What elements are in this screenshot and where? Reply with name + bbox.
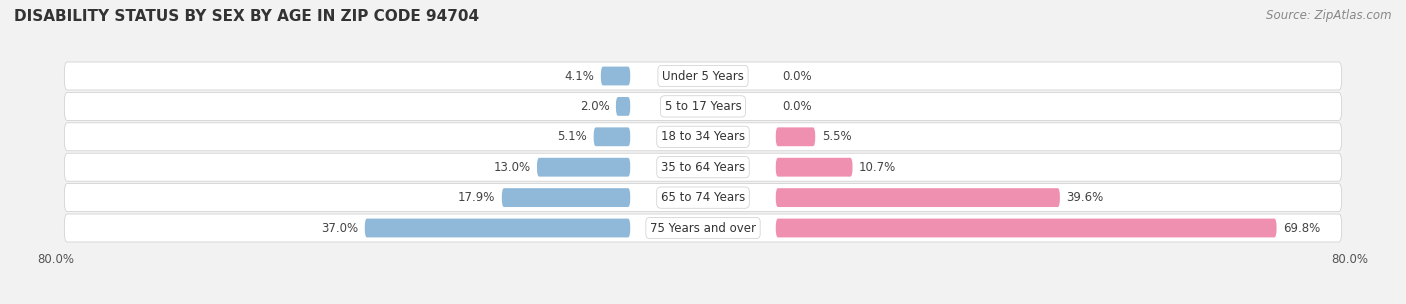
Text: 0.0%: 0.0% <box>782 70 811 82</box>
FancyBboxPatch shape <box>65 214 1341 242</box>
Text: Under 5 Years: Under 5 Years <box>662 70 744 82</box>
FancyBboxPatch shape <box>65 153 1341 181</box>
FancyBboxPatch shape <box>776 188 1060 207</box>
Text: 18 to 34 Years: 18 to 34 Years <box>661 130 745 143</box>
Text: 10.7%: 10.7% <box>859 161 896 174</box>
FancyBboxPatch shape <box>776 219 1277 237</box>
FancyBboxPatch shape <box>502 188 630 207</box>
Text: 5 to 17 Years: 5 to 17 Years <box>665 100 741 113</box>
FancyBboxPatch shape <box>65 184 1341 212</box>
Text: 0.0%: 0.0% <box>782 100 811 113</box>
Text: 17.9%: 17.9% <box>458 191 495 204</box>
FancyBboxPatch shape <box>776 127 815 146</box>
FancyBboxPatch shape <box>537 158 630 177</box>
FancyBboxPatch shape <box>65 123 1341 151</box>
Text: 65 to 74 Years: 65 to 74 Years <box>661 191 745 204</box>
FancyBboxPatch shape <box>593 127 630 146</box>
FancyBboxPatch shape <box>616 97 630 116</box>
Text: 37.0%: 37.0% <box>321 222 359 234</box>
Text: 13.0%: 13.0% <box>494 161 530 174</box>
Text: 4.1%: 4.1% <box>564 70 595 82</box>
FancyBboxPatch shape <box>364 219 630 237</box>
FancyBboxPatch shape <box>65 92 1341 120</box>
FancyBboxPatch shape <box>600 67 630 85</box>
Text: Source: ZipAtlas.com: Source: ZipAtlas.com <box>1267 9 1392 22</box>
Text: 5.5%: 5.5% <box>821 130 851 143</box>
Text: 2.0%: 2.0% <box>579 100 609 113</box>
FancyBboxPatch shape <box>65 62 1341 90</box>
Text: 75 Years and over: 75 Years and over <box>650 222 756 234</box>
FancyBboxPatch shape <box>776 158 852 177</box>
Text: DISABILITY STATUS BY SEX BY AGE IN ZIP CODE 94704: DISABILITY STATUS BY SEX BY AGE IN ZIP C… <box>14 9 479 24</box>
Legend: Male, Female: Male, Female <box>638 303 768 304</box>
Text: 35 to 64 Years: 35 to 64 Years <box>661 161 745 174</box>
Text: 39.6%: 39.6% <box>1066 191 1104 204</box>
Text: 5.1%: 5.1% <box>557 130 588 143</box>
Text: 69.8%: 69.8% <box>1284 222 1320 234</box>
